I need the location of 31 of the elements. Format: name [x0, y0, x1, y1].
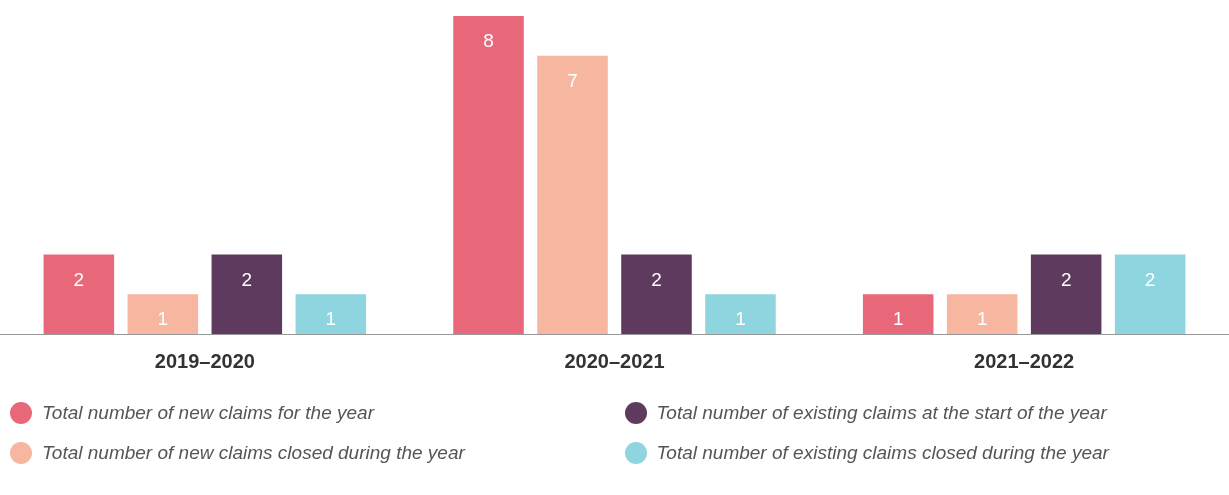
x-tick-label: 2019–2020	[154, 349, 255, 372]
bar	[211, 254, 283, 334]
legend-label: Total number of new claims for the year	[42, 402, 374, 424]
legend-label: Total number of new claims closed during the year	[42, 442, 465, 464]
data-label: 2	[1060, 268, 1072, 290]
bar	[453, 16, 524, 334]
x-tick-label: 2021–2022	[974, 349, 1075, 372]
data-label: 8	[483, 30, 494, 52]
x-tick-label: 2020–2021	[564, 349, 665, 372]
data-label: 1	[892, 308, 904, 330]
data-label: 2	[241, 268, 253, 290]
data-label: 2	[651, 268, 662, 290]
bar	[621, 254, 692, 334]
data-label: 7	[567, 69, 578, 91]
legend-label: Total number of existing claims at the start of the year	[656, 402, 1107, 424]
bar	[295, 294, 367, 334]
data-label: 2	[73, 268, 85, 290]
data-label: 1	[157, 308, 169, 330]
bar	[862, 294, 934, 334]
bar	[946, 294, 1018, 334]
data-label: 1	[976, 308, 988, 330]
bar	[537, 55, 608, 334]
bar	[43, 254, 115, 334]
data-label: 1	[325, 308, 337, 330]
bar	[127, 294, 199, 334]
bar	[1114, 254, 1186, 334]
bar	[705, 294, 776, 334]
legend-label: Total number of existing claims closed during the year	[656, 442, 1109, 464]
data-label: 2	[1144, 268, 1156, 290]
data-label: 1	[735, 308, 746, 330]
bar	[1030, 254, 1102, 334]
